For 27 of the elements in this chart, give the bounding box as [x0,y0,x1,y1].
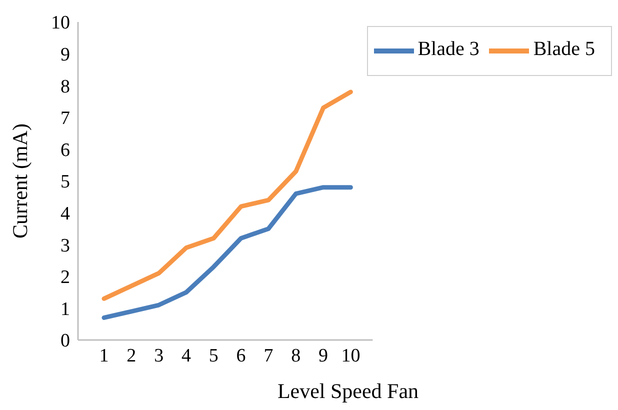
y-tick-label: 7 [60,108,70,130]
x-tick-label: 9 [318,345,328,366]
line-series [102,90,353,301]
x-tick-label: 6 [236,345,246,366]
line-series [102,185,353,320]
y-tick-label: 8 [60,76,70,98]
legend-label: Blade 5 [533,38,595,60]
y-tick-label: 0 [60,330,70,352]
y-tick-label: 9 [60,44,70,66]
x-tick-label: 7 [264,345,274,366]
x-tick-label: 10 [341,345,360,366]
y-tick-label: 2 [60,267,70,288]
legend-label: Blade 3 [418,38,480,60]
x-tick-label: 3 [154,345,164,366]
y-axis-title: Current (mA) [8,124,32,238]
x-tick-label: 1 [99,345,109,366]
x-axis-title: Level Speed Fan [276,379,420,403]
x-tick-label: 8 [291,345,301,366]
x-tick-label: 2 [126,345,136,366]
y-tick-label: 1 [60,298,70,320]
y-tick-label: 10 [51,12,70,34]
y-tick-label: 4 [60,204,70,225]
y-tick-label: 5 [60,172,70,193]
y-tick-label: 6 [60,140,70,161]
x-tick-label: 4 [181,345,192,366]
x-tick-label: 5 [208,345,218,366]
y-tick-label: 3 [60,235,70,256]
